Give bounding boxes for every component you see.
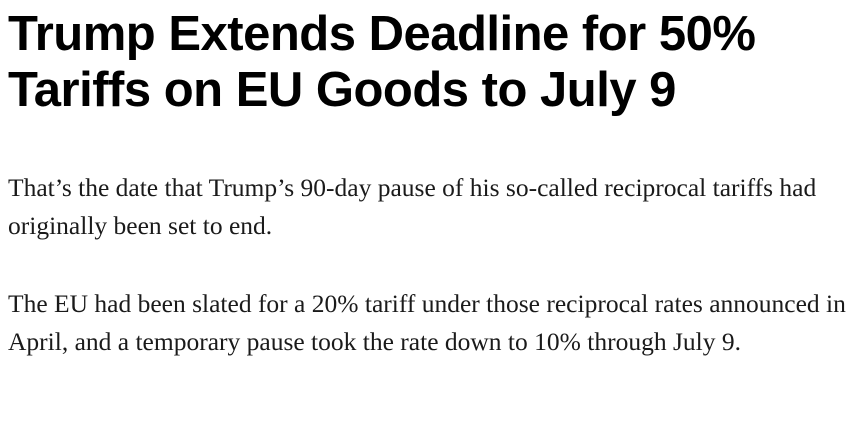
article-headline: Trump Extends Deadline for 50% Tariffs o… xyxy=(8,7,756,117)
article-paragraph: That’s the date that Trump’s 90-day paus… xyxy=(8,173,817,240)
article-paragraph: The EU had been slated for a 20% tariff … xyxy=(8,289,846,356)
